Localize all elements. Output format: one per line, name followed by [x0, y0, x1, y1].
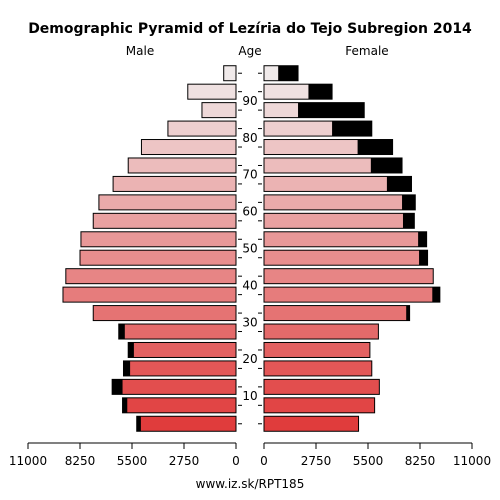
male-bar-60-64 [98, 194, 237, 211]
female-bar-25-29 [263, 323, 379, 340]
male-bar-80-84 [167, 120, 237, 137]
female-bar-20-24 [263, 341, 371, 358]
female-surplus-30-34 [406, 305, 410, 321]
female-label: Female [345, 44, 388, 58]
male-bar-35-39 [62, 286, 237, 303]
male-bar-90+ [187, 83, 237, 100]
female-bar-45-49 [263, 249, 429, 266]
female-surplus-65-69 [386, 176, 412, 192]
female-bar-50-54 [263, 231, 428, 248]
x-tick-label: 0 [232, 454, 240, 468]
female-surplus-90+ [308, 84, 333, 100]
male-surplus-25-29 [118, 324, 125, 340]
male-bar-10-14 [111, 378, 237, 395]
female-surplus-60-64 [402, 194, 416, 210]
female-bar-0-4 [263, 415, 360, 432]
female-bar-15-19 [263, 360, 373, 377]
x-tick-label: 5500 [117, 454, 148, 468]
female-surplus-50-54 [418, 231, 427, 247]
female-surplus-undefined [278, 65, 299, 81]
female-surplus-55-59 [402, 213, 415, 229]
x-tick-label: 8250 [65, 454, 96, 468]
axes-group: 11000 8250 5500 2750 0 0 2750 5500 8250 11000 10 20… [9, 72, 491, 468]
age-tick-label: 60 [242, 205, 257, 219]
age-tick-label: 40 [242, 278, 257, 292]
male-bar-50-54 [80, 231, 237, 248]
male-bar-70-74 [127, 157, 237, 174]
female-surplus-80-84 [332, 121, 372, 137]
x-tick-label: 2750 [301, 454, 332, 468]
female-bar-55-59 [263, 212, 415, 229]
x-tick-label: 11000 [453, 454, 491, 468]
x-tick-label: 5500 [353, 454, 384, 468]
source-label: www.iz.sk/RPT185 [196, 477, 305, 491]
male-surplus-0-4 [136, 416, 141, 432]
female-bar-5-9 [263, 397, 376, 414]
female-bar-35-39 [263, 286, 441, 303]
male-bar-25-29 [118, 323, 237, 340]
male-surplus-15-19 [123, 360, 131, 376]
female-surplus-85-89 [298, 102, 365, 118]
male-bar-40-44 [65, 268, 237, 285]
female-bar-40-44 [263, 268, 434, 285]
x-tick-label: 2750 [169, 454, 200, 468]
male-bar-30-34 [92, 305, 237, 322]
male-bar-85-89 [201, 102, 237, 119]
female-surplus-75-79 [357, 139, 393, 155]
age-tick-label: 30 [242, 315, 257, 329]
female-bar-60-64 [263, 194, 416, 211]
age-tick-label: 80 [242, 131, 257, 145]
chart-title: Demographic Pyramid of Lezíria do Tejo S… [28, 21, 472, 37]
age-tick-label: 10 [242, 389, 257, 403]
age-label: Age [238, 44, 261, 58]
male-label: Male [126, 44, 154, 58]
male-bar-20-24 [127, 341, 237, 358]
age-tick-label: 20 [242, 352, 257, 366]
x-tick-label: 8250 [405, 454, 436, 468]
male-bar-5-9 [122, 397, 237, 414]
male-bar-15-19 [122, 360, 237, 377]
female-surplus-35-39 [432, 287, 440, 303]
female-surplus-45-49 [419, 250, 428, 266]
female-surplus-70-74 [370, 157, 403, 173]
male-bar-65-69 [112, 175, 237, 192]
age-tick-label: 70 [242, 168, 257, 182]
female-bar-30-34 [263, 305, 411, 322]
male-bar-55-59 [92, 212, 237, 229]
male-surplus-10-14 [112, 379, 123, 395]
male-surplus-5-9 [122, 397, 128, 413]
age-tick-label: 90 [242, 94, 257, 108]
female-bar-10-14 [263, 378, 380, 395]
male-bar-45-49 [79, 249, 237, 266]
age-tick-label: 50 [242, 242, 257, 256]
bars-group [62, 65, 441, 432]
x-tick-label: 11000 [9, 454, 47, 468]
x-tick-label: 0 [260, 454, 268, 468]
male-surplus-20-24 [128, 342, 134, 358]
male-bar-0-4 [136, 415, 237, 432]
male-bar-75-79 [140, 139, 237, 156]
male-bar-undefined [223, 65, 237, 82]
